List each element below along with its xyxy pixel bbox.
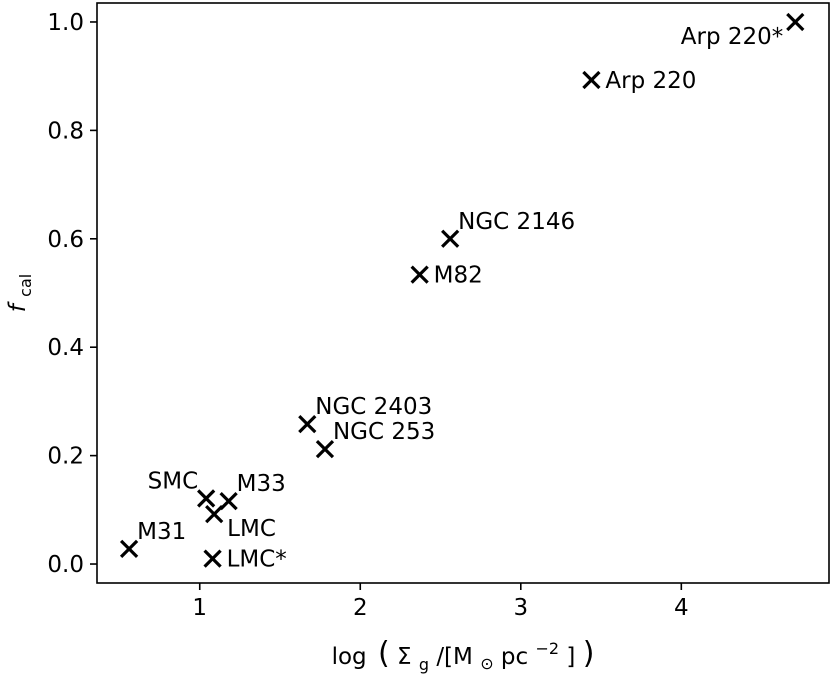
- y-axis-ticks: 0.0 0.2 0.4 0.6 0.8 1.0: [47, 10, 97, 578]
- data-point-marker: [219, 492, 238, 511]
- y-tick-label: 0.6: [47, 227, 84, 253]
- plot-frame: [96, 2, 830, 584]
- data-point-label: NGC 2403: [315, 394, 432, 420]
- data-point-marker: [410, 265, 429, 284]
- x-tick-label: 3: [513, 595, 528, 621]
- data-points: [119, 12, 805, 568]
- x-label-sun: ⊙: [480, 654, 493, 673]
- x-label-func: log: [332, 644, 367, 670]
- data-point-label: NGC 253: [333, 419, 435, 445]
- x-label-sigma: Σ: [397, 644, 412, 670]
- data-point-label: Arp 220: [605, 68, 696, 94]
- data-point-label: LMC: [227, 516, 276, 542]
- y-tick-label: 0.4: [47, 335, 84, 361]
- x-tick-label: 2: [353, 595, 368, 621]
- x-label-unit: pc: [501, 644, 528, 670]
- x-label-sigma-sub: g: [419, 655, 429, 674]
- x-label-exp: −2: [535, 639, 559, 658]
- data-point-marker: [203, 549, 222, 568]
- x-label-close: ]: [566, 644, 575, 670]
- x-axis-label: log ( Σ g /[M ⊙ pc −2 ] ): [332, 634, 595, 674]
- data-point-marker: [298, 415, 317, 434]
- x-label-close-paren: ): [583, 636, 595, 671]
- data-point-marker: [582, 70, 601, 90]
- data-point-label: M33: [237, 471, 286, 497]
- y-tick-label: 0.0: [47, 552, 84, 578]
- x-tick-label: 4: [674, 595, 689, 621]
- data-point-marker: [197, 489, 216, 508]
- y-label-sub: cal: [16, 274, 35, 297]
- y-tick-label: 0.2: [47, 444, 84, 470]
- data-point-marker: [786, 12, 805, 32]
- y-label-main: f: [5, 301, 31, 312]
- data-point-marker: [441, 229, 460, 248]
- data-point-label: SMC: [148, 468, 199, 494]
- y-tick-label: 0.8: [47, 118, 84, 144]
- data-point-label: NGC 2146: [458, 209, 575, 235]
- plot-border: [96, 2, 830, 584]
- x-label-open-paren: (: [378, 636, 390, 671]
- data-point-marker: [119, 539, 139, 558]
- y-tick-label: 1.0: [47, 10, 84, 36]
- data-point-label: M31: [137, 519, 186, 545]
- x-label-mid: /[M: [436, 644, 473, 670]
- data-point-label: M82: [434, 263, 483, 289]
- data-point-marker: [205, 505, 224, 524]
- data-point-label: LMC*: [227, 547, 287, 573]
- x-axis-ticks: 1 2 3 4: [192, 583, 689, 621]
- data-point-label: Arp 220*: [681, 24, 784, 50]
- data-point-marker: [315, 439, 335, 459]
- x-tick-label: 1: [192, 595, 207, 621]
- y-axis-label: f cal: [5, 274, 35, 312]
